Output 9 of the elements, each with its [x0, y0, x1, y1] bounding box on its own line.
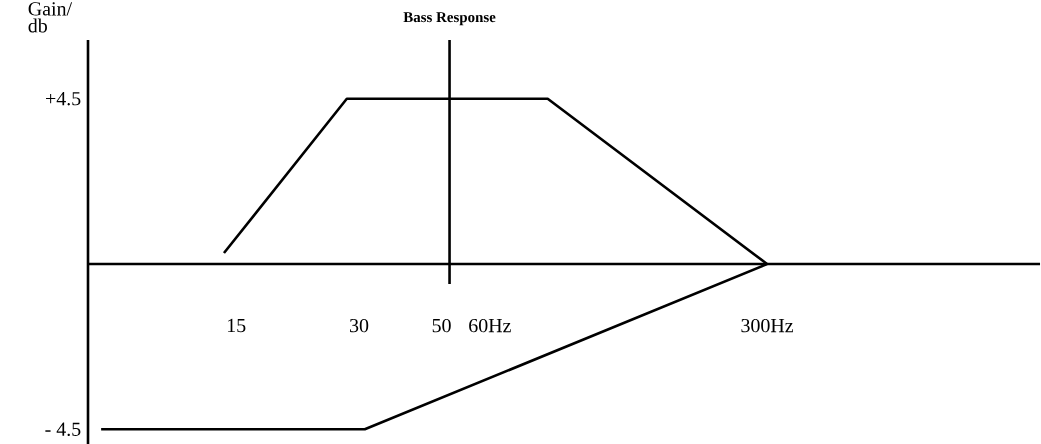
y-tick-label: - 4.5 [45, 422, 81, 437]
x-tick-label: 60Hz [469, 318, 511, 333]
x-tick-label: 15 [227, 318, 246, 333]
y-tick-label: +4.5 [46, 92, 81, 106]
x-tick-label: 50 [432, 318, 451, 333]
chart-title: Bass Response [403, 12, 496, 26]
x-tick-label: 300Hz [741, 318, 794, 333]
y-axis-title: Gain/ db [28, 2, 73, 33]
x-tick-label: 30 [350, 318, 369, 333]
